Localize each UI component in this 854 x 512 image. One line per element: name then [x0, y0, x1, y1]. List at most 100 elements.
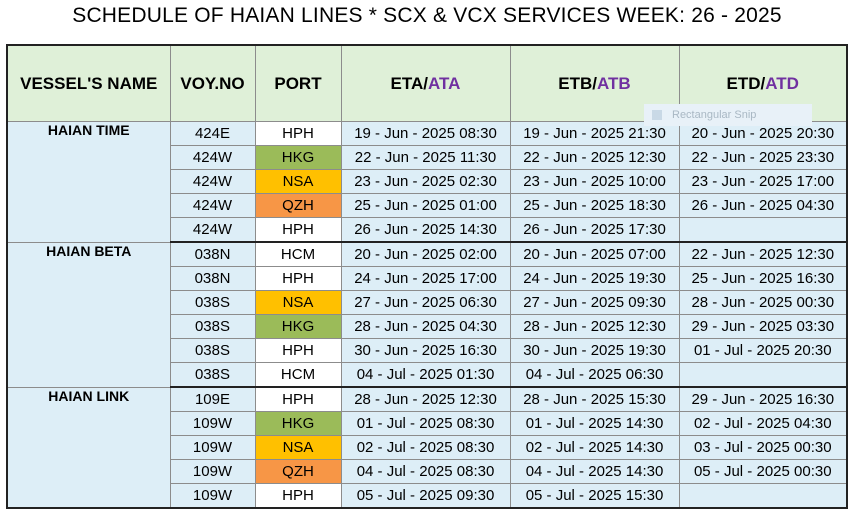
table-row: 424W HKG 22 - Jun - 2025 11:30 22 - Jun - 2… [7, 145, 848, 170]
vessel-name-cell: HAIAN BETA [6, 241, 171, 388]
etb-cell: 26 - Jun - 2025 17:30 [509, 217, 680, 243]
eta-cell: 24 - Jun - 2025 17:00 [340, 266, 511, 291]
vessel-name-cell: HAIAN TIME [6, 121, 171, 243]
voyage-cell: 038S [169, 314, 256, 339]
eta-cell: 27 - Jun - 2025 06:30 [340, 290, 511, 315]
port-cell: NSA [254, 169, 342, 194]
table-row: HAIAN LINK 109E HPH 28 - Jun - 2025 12:30 28… [6, 386, 848, 509]
etb-cell: 23 - Jun - 2025 10:00 [509, 169, 680, 194]
etb-cell: 24 - Jun - 2025 19:30 [509, 266, 680, 291]
voyage-cell: 109W [169, 435, 256, 460]
port-cell: NSA [254, 435, 342, 460]
table-row: 109W QZH 04 - Jul - 2025 08:30 04 - Jul - 2… [7, 459, 848, 484]
voyage-cell: 424W [169, 169, 256, 194]
table-row: 038S HCM 04 - Jul - 2025 01:30 04 - Jul - 2… [7, 362, 848, 388]
port-cell: HPH [254, 121, 342, 146]
etd-cell [678, 217, 848, 243]
port-cell: HPH [254, 266, 342, 291]
page-title: SCHEDULE OF HAIAN LINES * SCX & VCX SERV… [72, 4, 782, 27]
table-row: 109W HKG 01 - Jul - 2025 08:30 01 - Jul - 2… [7, 411, 848, 436]
header-port: PORT [254, 44, 342, 122]
etb-cell: 05 - Jul - 2025 15:30 [509, 483, 680, 509]
port-cell: HPH [254, 217, 342, 243]
eta-cell: 30 - Jun - 2025 16:30 [340, 338, 511, 363]
etb-cell: 30 - Jun - 2025 19:30 [509, 338, 680, 363]
vessel-name-cell: HAIAN LINK [6, 386, 171, 509]
header-ata-label: ATA [428, 73, 461, 93]
etd-cell: 28 - Jun - 2025 00:30 [678, 290, 848, 315]
etb-cell: 20 - Jun - 2025 07:00 [509, 241, 680, 267]
voyage-cell: 109E [169, 386, 256, 412]
voyage-cell: 038N [169, 266, 256, 291]
voyage-cell: 038S [169, 362, 256, 388]
header-etd-label: ETD/ [726, 73, 766, 93]
table-row: 109W NSA 02 - Jul - 2025 08:30 02 - Jul - 2… [7, 435, 848, 460]
eta-cell: 04 - Jul - 2025 08:30 [340, 459, 511, 484]
eta-cell: 28 - Jun - 2025 04:30 [340, 314, 511, 339]
table-row: HAIAN BETA 038N HCM 20 - Jun - 2025 02:00 20… [6, 241, 848, 388]
header-eta: ETA/ATA [340, 44, 511, 122]
voyage-cell: 038S [169, 338, 256, 363]
snip-icon [652, 110, 662, 120]
header-etb-label: ETB/ [558, 73, 598, 93]
header-vessel: VESSEL'S NAME [6, 44, 171, 122]
table-row: HAIAN TIME 424E HPH 19 - Jun - 2025 08:30 19… [6, 121, 848, 243]
eta-cell: 22 - Jun - 2025 11:30 [340, 145, 511, 170]
etd-cell: 02 - Jul - 2025 04:30 [678, 411, 848, 436]
voyage-cell: 424E [169, 121, 256, 146]
eta-cell: 01 - Jul - 2025 08:30 [340, 411, 511, 436]
port-cell: HKG [254, 314, 342, 339]
etb-cell: 02 - Jul - 2025 14:30 [509, 435, 680, 460]
etb-cell: 28 - Jun - 2025 12:30 [509, 314, 680, 339]
voyage-cell: 424W [169, 193, 256, 218]
etd-cell: 05 - Jul - 2025 00:30 [678, 459, 848, 484]
table-row: 038S HKG 28 - Jun - 2025 04:30 28 - Jun - 2… [7, 314, 848, 339]
port-cell: HKG [254, 411, 342, 436]
table-row: 424W HPH 26 - Jun - 2025 14:30 26 - Jun - 2… [7, 217, 848, 243]
header-etb: ETB/ATB [509, 44, 680, 122]
port-cell: NSA [254, 290, 342, 315]
table-row: 424W NSA 23 - Jun - 2025 02:30 23 - Jun - 2… [7, 169, 848, 194]
eta-cell: 25 - Jun - 2025 01:00 [340, 193, 511, 218]
port-cell: HCM [254, 362, 342, 388]
schedule-table: VESSEL'S NAME VOY.NO PORT ETA/ATA ETB/AT… [6, 44, 848, 509]
voyage-cell: 109W [169, 459, 256, 484]
snip-label: Rectangular Snip [672, 109, 757, 121]
etd-cell: 23 - Jun - 2025 17:00 [678, 169, 848, 194]
etb-cell: 28 - Jun - 2025 15:30 [509, 386, 680, 412]
header-atd-label: ATD [765, 73, 799, 93]
etd-cell: 26 - Jun - 2025 04:30 [678, 193, 848, 218]
eta-cell: 02 - Jul - 2025 08:30 [340, 435, 511, 460]
voyage-cell: 424W [169, 217, 256, 243]
port-cell: HPH [254, 483, 342, 509]
eta-cell: 26 - Jun - 2025 14:30 [340, 217, 511, 243]
schedule-body: HAIAN TIME 424E HPH 19 - Jun - 2025 08:30 19… [6, 121, 848, 509]
port-cell: HPH [254, 386, 342, 412]
voyage-cell: 038N [169, 241, 256, 267]
etb-cell: 25 - Jun - 2025 18:30 [509, 193, 680, 218]
etd-cell [678, 483, 848, 509]
etb-cell: 04 - Jul - 2025 06:30 [509, 362, 680, 388]
header-eta-label: ETA/ [390, 73, 429, 93]
etd-cell: 29 - Jun - 2025 03:30 [678, 314, 848, 339]
eta-cell: 19 - Jun - 2025 08:30 [340, 121, 511, 146]
table-row: 038S HPH 30 - Jun - 2025 16:30 30 - Jun - 2… [7, 338, 848, 363]
etb-cell: 22 - Jun - 2025 12:30 [509, 145, 680, 170]
port-cell: HPH [254, 338, 342, 363]
table-row: 038N HPH 24 - Jun - 2025 17:00 24 - Jun - 2… [7, 266, 848, 291]
voyage-cell: 109W [169, 411, 256, 436]
port-cell: HKG [254, 145, 342, 170]
etd-cell: 25 - Jun - 2025 16:30 [678, 266, 848, 291]
port-cell: QZH [254, 193, 342, 218]
etb-cell: 27 - Jun - 2025 09:30 [509, 290, 680, 315]
header-voy: VOY.NO [169, 44, 256, 122]
table-row: 038S NSA 27 - Jun - 2025 06:30 27 - Jun - 2… [7, 290, 848, 315]
etb-cell: 01 - Jul - 2025 14:30 [509, 411, 680, 436]
snip-tool-overlay: Rectangular Snip [644, 104, 812, 126]
eta-cell: 20 - Jun - 2025 02:00 [340, 241, 511, 267]
table-row: 109W HPH 05 - Jul - 2025 09:30 05 - Jul - 2… [7, 483, 848, 509]
etb-cell: 04 - Jul - 2025 14:30 [509, 459, 680, 484]
etd-cell: 03 - Jul - 2025 00:30 [678, 435, 848, 460]
voyage-cell: 424W [169, 145, 256, 170]
eta-cell: 23 - Jun - 2025 02:30 [340, 169, 511, 194]
